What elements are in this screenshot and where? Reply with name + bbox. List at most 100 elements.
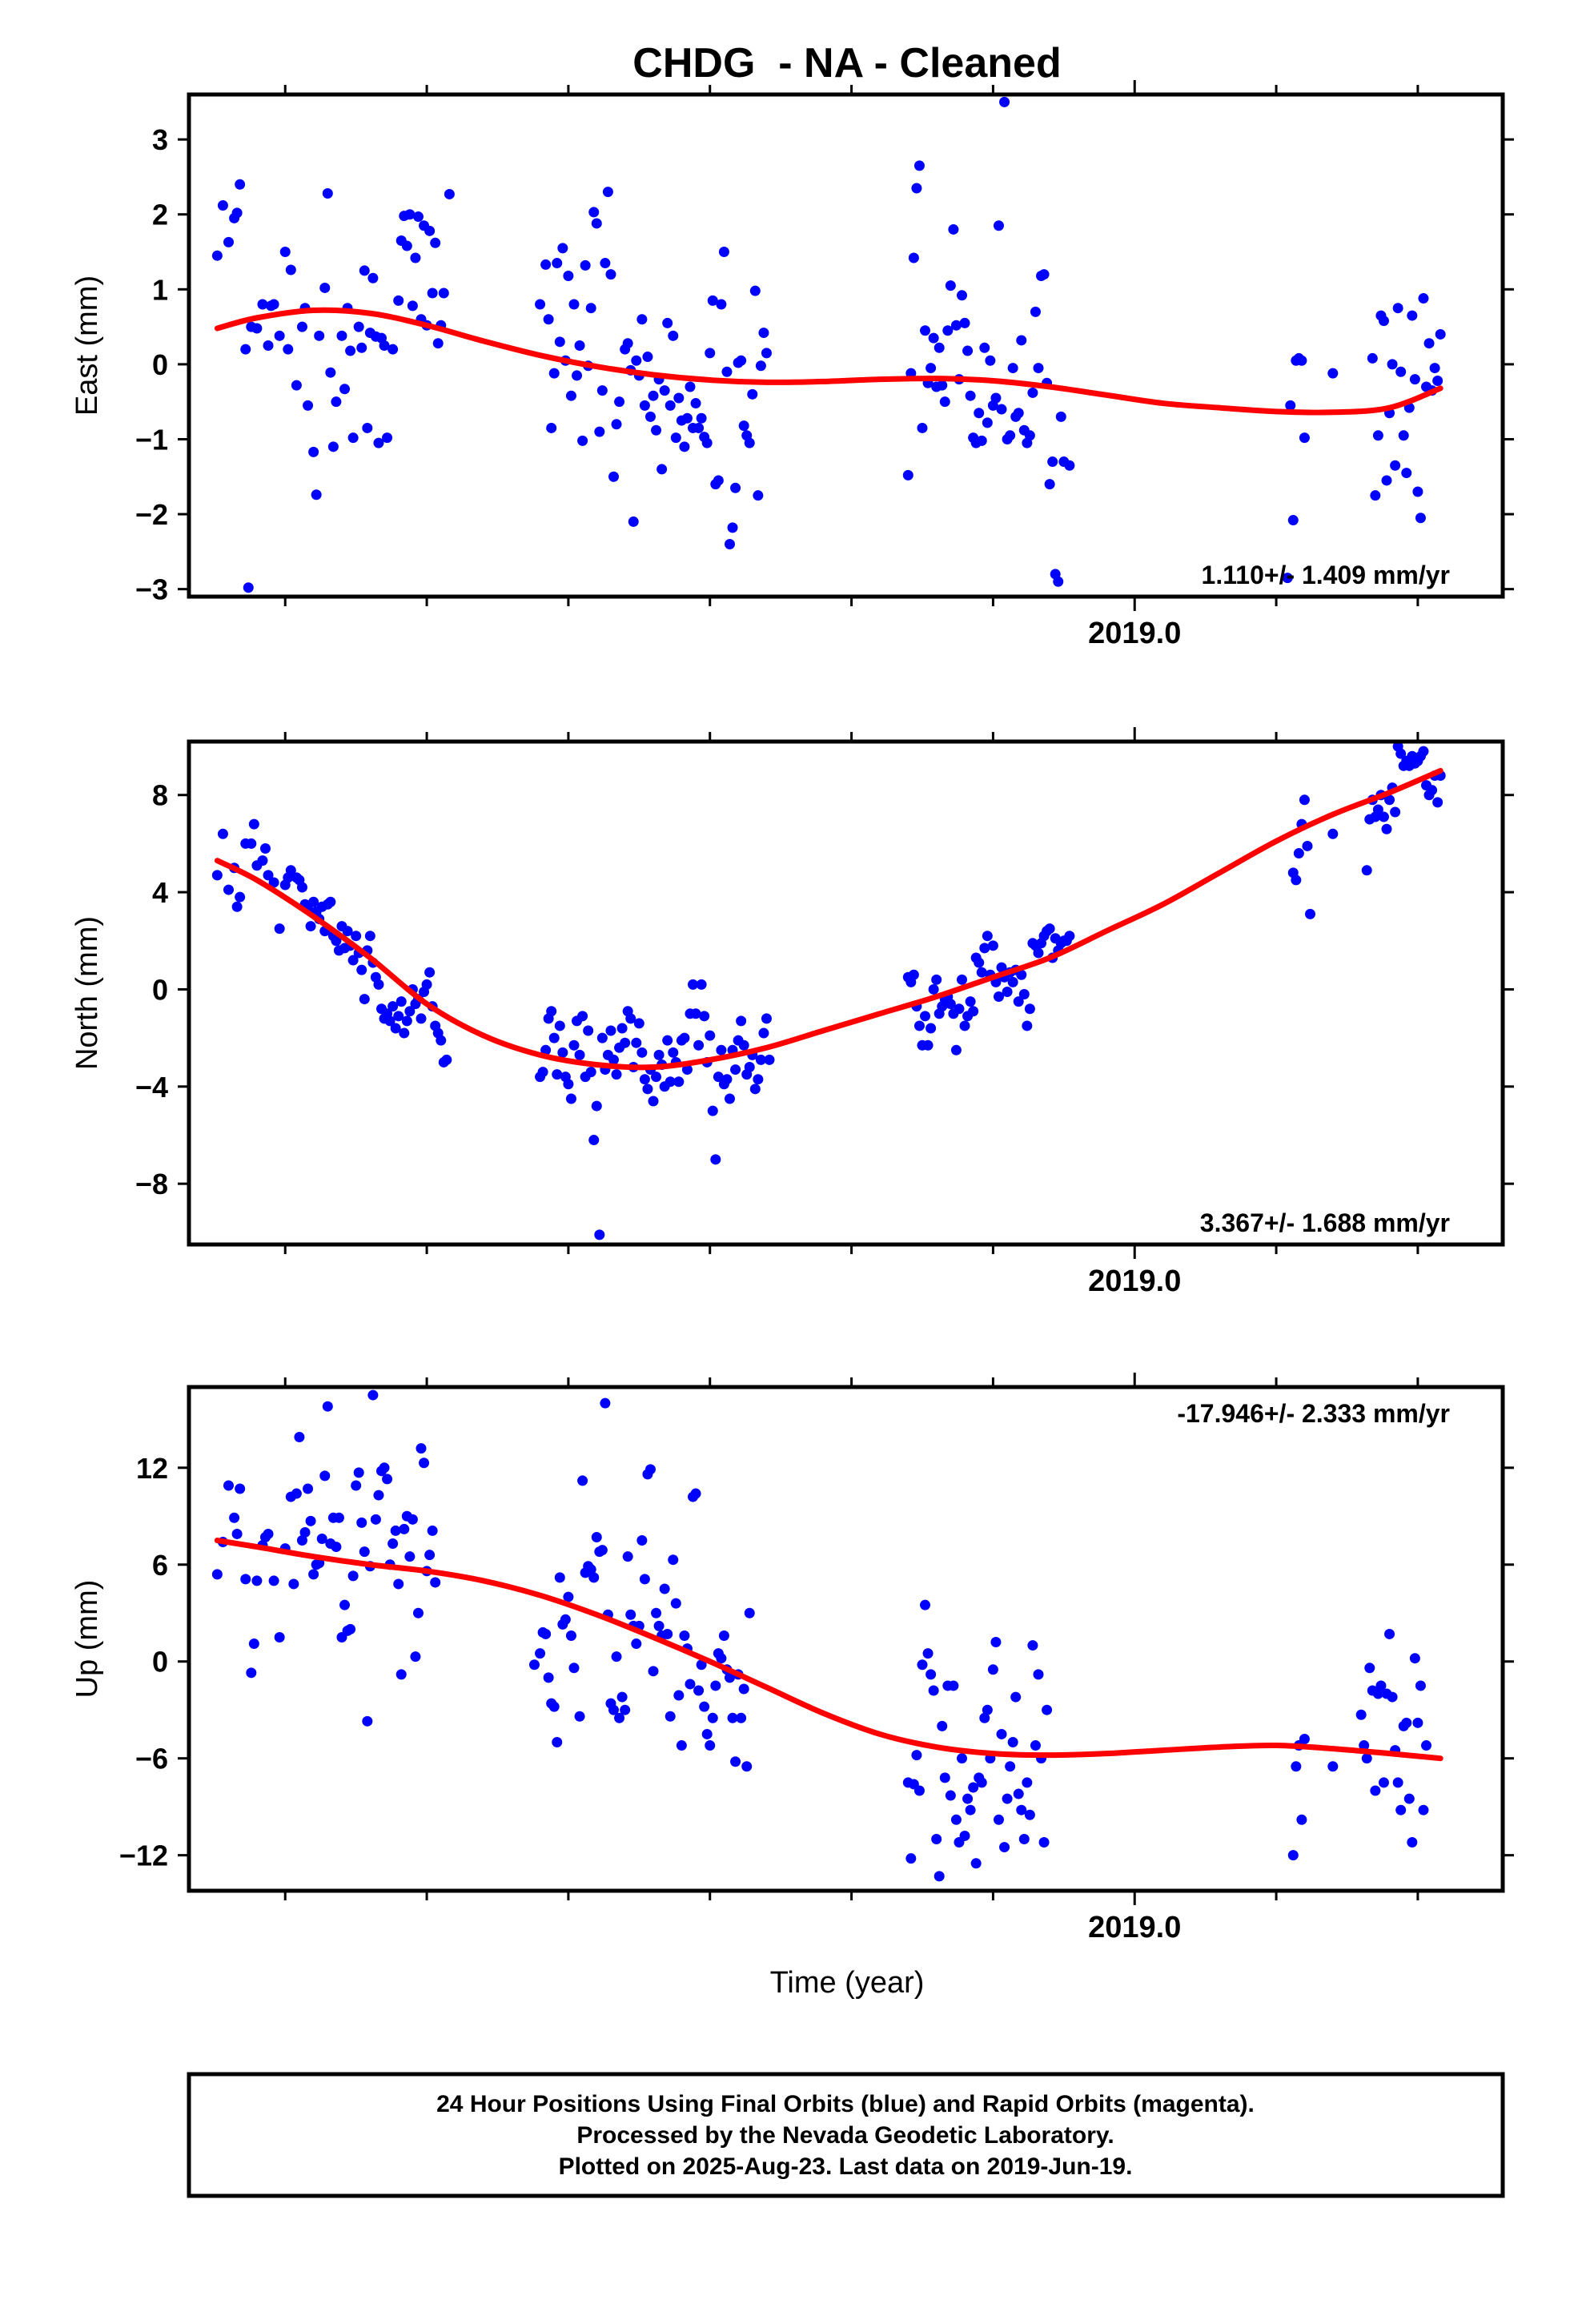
- data-point: [596, 1032, 608, 1043]
- data-point: [642, 352, 653, 363]
- data-point: [1367, 352, 1378, 364]
- data-point: [351, 1480, 362, 1491]
- data-point: [294, 1431, 305, 1442]
- data-point: [993, 1814, 1004, 1825]
- data-point: [314, 330, 325, 341]
- data-point: [744, 1607, 755, 1618]
- data-point: [399, 1523, 410, 1534]
- data-point: [1033, 363, 1044, 374]
- data-point: [665, 1711, 676, 1722]
- data-point: [319, 1470, 331, 1482]
- data-point: [600, 258, 611, 269]
- data-point: [926, 1023, 937, 1034]
- data-point: [1002, 986, 1013, 997]
- data-point: [716, 1653, 727, 1664]
- data-point: [962, 1793, 974, 1804]
- data-point: [985, 355, 996, 366]
- data-point: [755, 360, 766, 372]
- data-point: [248, 818, 259, 830]
- data-point: [591, 1100, 602, 1112]
- data-point: [954, 1003, 965, 1015]
- data-point: [1022, 1777, 1033, 1788]
- data-point: [588, 1135, 600, 1146]
- data-point: [430, 237, 441, 248]
- data-point: [608, 1054, 619, 1065]
- data-point: [659, 385, 670, 396]
- data-point: [359, 1546, 370, 1558]
- data-point: [1299, 794, 1310, 806]
- data-point: [384, 1015, 396, 1027]
- data-point: [939, 396, 950, 408]
- data-point: [274, 1631, 285, 1642]
- data-point: [540, 1628, 552, 1639]
- data-point: [662, 1035, 673, 1046]
- footer-box: 24 Hour Positions Using Final Orbits (bl…: [187, 2072, 1505, 2198]
- data-point: [1387, 1691, 1398, 1703]
- up-panel: 12 6 0 −6 −12 2019.0 Up (mm) -17.946+/- 2.333 m…: [70, 1373, 1514, 1944]
- data-point: [421, 979, 432, 990]
- data-point: [246, 1667, 257, 1679]
- data-point: [665, 1076, 676, 1088]
- data-point: [690, 1008, 701, 1019]
- data-point: [299, 1526, 311, 1538]
- data-point: [693, 422, 705, 433]
- data-point: [565, 1630, 576, 1641]
- data-point: [1355, 1709, 1367, 1720]
- data-point: [305, 1515, 316, 1526]
- data-point: [982, 1704, 993, 1715]
- data-point: [999, 96, 1010, 107]
- data-point: [327, 441, 339, 452]
- data-point: [568, 299, 580, 310]
- data-point: [662, 1628, 673, 1639]
- data-point: [577, 435, 588, 446]
- data-point: [736, 1712, 747, 1723]
- data-point: [1423, 338, 1435, 349]
- data-point: [339, 1599, 351, 1610]
- ytick-label: −4: [135, 1071, 168, 1104]
- data-point: [373, 437, 384, 448]
- data-point: [548, 1032, 560, 1043]
- data-point: [1287, 1850, 1299, 1861]
- data-point: [707, 1105, 718, 1116]
- data-point: [382, 1474, 393, 1485]
- data-point: [308, 896, 319, 907]
- data-point: [554, 1572, 565, 1583]
- data-point: [438, 287, 449, 299]
- data-point: [243, 582, 254, 593]
- data-point: [945, 999, 956, 1010]
- data-point: [568, 1039, 580, 1051]
- ytick-label: −12: [119, 1839, 168, 1872]
- data-point: [713, 475, 724, 486]
- data-point: [583, 1025, 594, 1036]
- data-point: [1302, 840, 1313, 851]
- data-point: [356, 342, 367, 353]
- data-point: [970, 1858, 982, 1869]
- ytick-label: 0: [152, 348, 168, 381]
- data-point: [393, 295, 404, 306]
- data-point: [588, 1572, 600, 1583]
- data-point: [1064, 460, 1075, 471]
- data-point: [653, 1049, 665, 1060]
- data-point: [325, 367, 336, 378]
- data-point: [744, 437, 755, 448]
- ytick-label: −2: [135, 498, 168, 531]
- data-point: [353, 321, 364, 332]
- data-point: [1418, 1804, 1429, 1815]
- data-point: [268, 1575, 279, 1586]
- data-point: [758, 328, 769, 339]
- data-point: [614, 396, 625, 408]
- data-point: [1407, 310, 1418, 321]
- data-point: [982, 931, 993, 942]
- data-point: [223, 236, 235, 247]
- data-point: [251, 323, 263, 334]
- data-point: [950, 320, 962, 331]
- data-point: [436, 1035, 447, 1046]
- data-point: [976, 1777, 987, 1788]
- data-point: [670, 1598, 681, 1609]
- data-point: [594, 426, 605, 437]
- data-point: [399, 1027, 410, 1039]
- data-point: [1359, 1740, 1370, 1751]
- data-point: [749, 285, 761, 296]
- data-point: [1378, 1777, 1389, 1788]
- data-point: [552, 1069, 563, 1080]
